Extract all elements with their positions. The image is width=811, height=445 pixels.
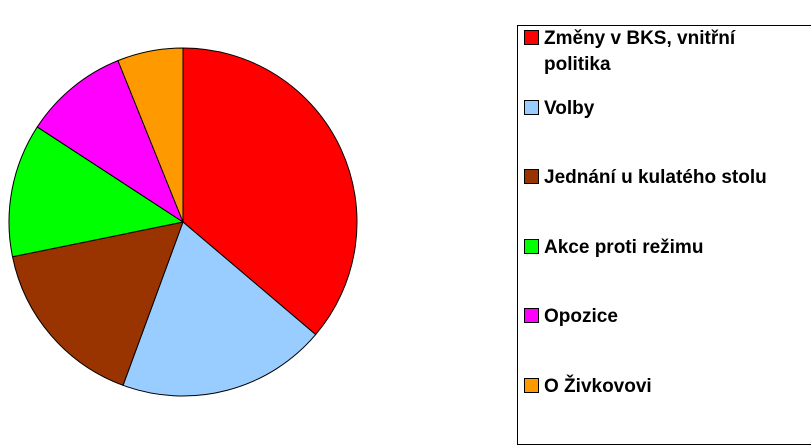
legend-item: Akce proti režimu [524,235,794,261]
pie-slice [182,47,358,336]
pie-slice [11,221,184,386]
legend-label: Opozice [544,306,618,327]
legend-label: O Živkovovi [544,375,652,397]
legend-swatch [524,30,539,45]
legend-item: Opozice [524,304,794,330]
pie-slice [117,47,184,223]
pie-slice [36,59,185,224]
legend-item: O Živkovovi [524,374,794,400]
legend-swatch [524,308,539,323]
legend-swatch [524,238,539,254]
pie-slice [122,221,317,397]
legend-item: Volby [524,96,794,122]
legend-swatch [524,169,539,184]
legend-label: Akce proti režimu [544,236,704,258]
legend-label: Volby [544,97,595,119]
legend-item: Jednání u kulatého stolu [524,165,794,191]
legend-label: Jednání u kulatého stolu [544,167,767,188]
page: {"chart_data": {"type": "pie", "categori… [8,25,811,445]
pie-chart [8,47,358,397]
legend: Změny v BKS, vnitřní politika Volby Jednán… [517,25,811,445]
legend-label: Změny v BKS, vnitřní politika [544,28,736,75]
legend-swatch [524,99,539,115]
legend-swatch [524,377,539,393]
pie-slice [8,126,185,258]
legend-item: Změny v BKS, vnitřní politika [524,26,794,78]
